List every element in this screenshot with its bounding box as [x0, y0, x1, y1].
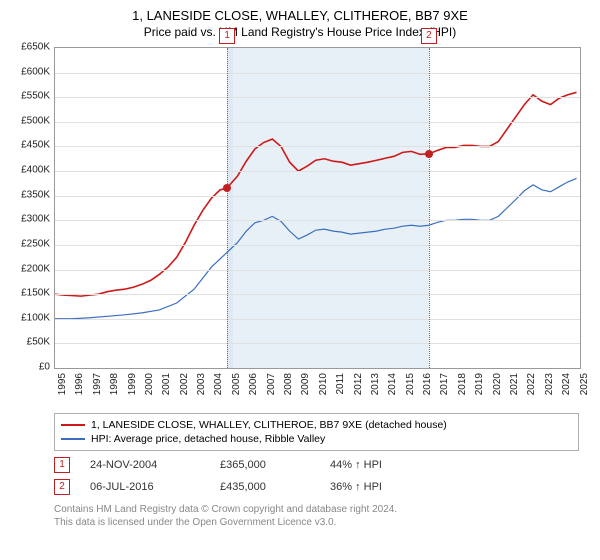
- x-tick-label: 2009: [300, 373, 311, 395]
- x-tick-label: 2011: [335, 373, 346, 395]
- gridline: [55, 319, 580, 320]
- x-tick-label: 2010: [318, 373, 329, 395]
- lines-svg: [55, 48, 580, 368]
- gridline: [55, 270, 580, 271]
- marker-dot: [223, 184, 231, 192]
- x-tick-label: 2019: [474, 373, 485, 395]
- x-tick-label: 2005: [231, 373, 242, 395]
- x-tick-label: 2016: [422, 373, 433, 395]
- sale-date: 24-NOV-2004: [90, 459, 220, 471]
- chart-container: 1, LANESIDE CLOSE, WHALLEY, CLITHEROE, B…: [0, 0, 600, 539]
- sale-number: 1: [54, 457, 70, 473]
- gridline: [55, 73, 580, 74]
- x-tick-label: 2021: [509, 373, 520, 395]
- y-tick-label: £250K: [21, 238, 50, 249]
- sale-price: £365,000: [220, 459, 330, 471]
- sale-number: 2: [54, 479, 70, 495]
- gridline: [55, 196, 580, 197]
- x-tick-label: 2001: [161, 373, 172, 395]
- x-tick-label: 2020: [492, 373, 503, 395]
- chart-wrap: £0 £50K £100K £150K £200K £250K £300K £350K £400…: [10, 47, 590, 409]
- marker-dot: [425, 150, 433, 158]
- x-tick-label: 2006: [248, 373, 259, 395]
- x-tick-label: 2017: [439, 373, 450, 395]
- gridline: [55, 220, 580, 221]
- sale-hpi: 44% ↑ HPI: [330, 459, 430, 471]
- y-axis: £0£50K£100K£150K£200K£250K£300K£350K£400…: [10, 47, 54, 367]
- marker-label: 2: [421, 28, 437, 44]
- gridline: [55, 97, 580, 98]
- y-tick-label: £200K: [21, 263, 50, 274]
- x-tick-label: 1995: [57, 373, 68, 395]
- y-tick-label: £50K: [27, 337, 50, 348]
- series-line: [55, 92, 577, 296]
- x-tick-label: 2004: [213, 373, 224, 395]
- gridline: [55, 294, 580, 295]
- gridline: [55, 122, 580, 123]
- footer-line1: Contains HM Land Registry data © Crown c…: [54, 503, 579, 516]
- sales-list: 1 24-NOV-2004£365,00044% ↑ HPI 2 06-JUL-201…: [10, 457, 590, 495]
- y-tick-label: £600K: [21, 66, 50, 77]
- y-tick-label: £650K: [21, 42, 50, 53]
- x-tick-label: 2000: [144, 373, 155, 395]
- legend-label: HPI: Average price, detached house, Ribb…: [91, 433, 325, 445]
- y-tick-label: £500K: [21, 115, 50, 126]
- footer-line2: This data is licensed under the Open Gov…: [54, 516, 579, 529]
- x-tick-label: 2023: [544, 373, 555, 395]
- marker-vline: [429, 48, 430, 368]
- x-tick-label: 2024: [561, 373, 572, 395]
- x-tick-label: 1996: [74, 373, 85, 395]
- x-axis: 1995 1996 1997 1998 1999 2000 2001 2002 2003 2004…: [54, 369, 579, 409]
- x-tick-label: 1999: [127, 373, 138, 395]
- chart-title: 1, LANESIDE CLOSE, WHALLEY, CLITHEROE, B…: [10, 8, 590, 23]
- legend-item: HPI: Average price, detached house, Ribb…: [61, 432, 572, 446]
- sale-hpi: 36% ↑ HPI: [330, 481, 430, 493]
- series-line: [55, 178, 577, 318]
- y-tick-label: £450K: [21, 140, 50, 151]
- sale-row: 2 06-JUL-2016£435,00036% ↑ HPI: [54, 479, 579, 495]
- x-tick-label: 2015: [405, 373, 416, 395]
- legend-item: 1, LANESIDE CLOSE, WHALLEY, CLITHEROE, B…: [61, 418, 572, 432]
- x-tick-label: 2012: [353, 373, 364, 395]
- x-tick-label: 2003: [196, 373, 207, 395]
- chart-subtitle: Price paid vs. HM Land Registry's House …: [10, 25, 590, 39]
- sale-row: 1 24-NOV-2004£365,00044% ↑ HPI: [54, 457, 579, 473]
- x-tick-label: 1997: [92, 373, 103, 395]
- x-tick-label: 2007: [266, 373, 277, 395]
- legend-swatch: [61, 424, 85, 426]
- x-tick-label: 2022: [526, 373, 537, 395]
- x-tick-label: 1998: [109, 373, 120, 395]
- gridline: [55, 171, 580, 172]
- legend-label: 1, LANESIDE CLOSE, WHALLEY, CLITHEROE, B…: [91, 419, 447, 431]
- marker-label: 1: [219, 28, 235, 44]
- sale-price: £435,000: [220, 481, 330, 493]
- x-tick-label: 2013: [370, 373, 381, 395]
- legend-swatch: [61, 438, 85, 440]
- gridline: [55, 245, 580, 246]
- y-tick-label: £400K: [21, 165, 50, 176]
- gridline: [55, 146, 580, 147]
- marker-vline: [227, 48, 228, 368]
- legend: 1, LANESIDE CLOSE, WHALLEY, CLITHEROE, B…: [54, 413, 579, 451]
- plot-area: 12: [54, 47, 581, 369]
- y-tick-label: £300K: [21, 214, 50, 225]
- x-tick-label: 2018: [457, 373, 468, 395]
- gridline: [55, 343, 580, 344]
- x-tick-label: 2008: [283, 373, 294, 395]
- y-tick-label: £350K: [21, 189, 50, 200]
- footer: Contains HM Land Registry data © Crown c…: [54, 503, 579, 529]
- x-tick-label: 2002: [179, 373, 190, 395]
- y-tick-label: £100K: [21, 312, 50, 323]
- y-tick-label: £150K: [21, 288, 50, 299]
- y-tick-label: £0: [39, 362, 50, 373]
- x-tick-label: 2025: [579, 373, 590, 395]
- y-tick-label: £550K: [21, 91, 50, 102]
- x-tick-label: 2014: [387, 373, 398, 395]
- sale-date: 06-JUL-2016: [90, 481, 220, 493]
